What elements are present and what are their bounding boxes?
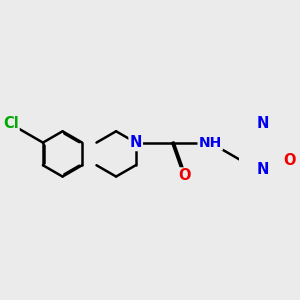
Text: N: N <box>256 116 269 131</box>
Text: Cl: Cl <box>3 116 19 131</box>
Text: N: N <box>130 135 142 150</box>
Text: N: N <box>256 162 269 177</box>
Text: O: O <box>178 168 191 183</box>
Text: O: O <box>284 153 296 168</box>
Text: NH: NH <box>199 136 222 150</box>
